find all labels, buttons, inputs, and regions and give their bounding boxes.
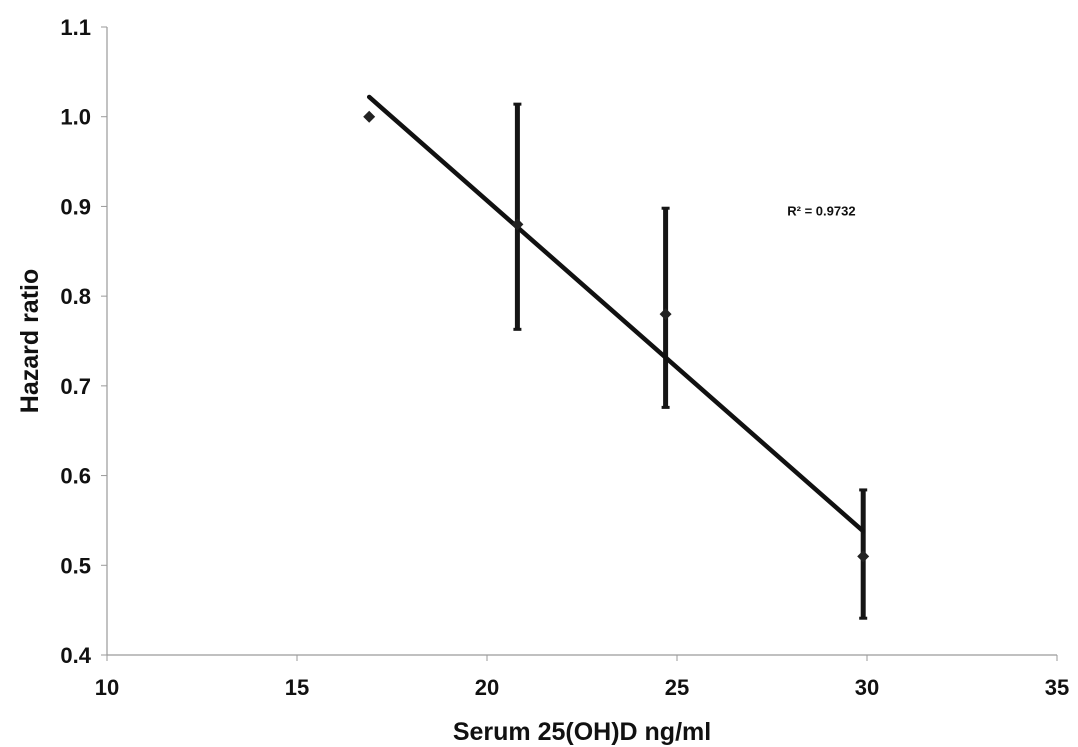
error-bars (513, 102, 868, 620)
x-tick-label: 25 (665, 675, 689, 700)
y-tick-label: 0.4 (60, 643, 91, 668)
x-tick-label: 35 (1045, 675, 1069, 700)
x-tick-label: 30 (855, 675, 879, 700)
y-tick-label: 0.9 (60, 194, 91, 219)
y-tick-label: 1.0 (60, 105, 91, 130)
axes-group (101, 26, 1058, 661)
data-point (857, 550, 870, 563)
x-tick-label: 20 (475, 675, 499, 700)
x-tick-label: 15 (285, 675, 309, 700)
y-tick-label: 0.6 (60, 464, 91, 489)
y-tick-label: 0.7 (60, 374, 91, 399)
y-axis-title: Hazard ratio (16, 269, 44, 413)
x-tick-label: 10 (95, 675, 119, 700)
annotations-group: R² = 0.9732 (787, 203, 855, 218)
trendline-group (366, 94, 866, 534)
y-tick-labels: 0.4 0.5 0.6 0.7 0.8 0.9 1.0 1.1 (60, 15, 91, 668)
y-tick-label: 1.1 (60, 15, 91, 40)
data-point (511, 218, 524, 231)
data-point (659, 308, 672, 321)
x-axis-title: Serum 25(OH)D ng/ml (453, 718, 711, 746)
y-tick-label: 0.8 (60, 284, 91, 309)
data-point (363, 110, 376, 123)
data-points (363, 110, 870, 563)
r-squared-annotation: R² = 0.9732 (787, 203, 855, 218)
y-tick-label: 0.5 (60, 553, 91, 578)
x-tick-labels: 10 15 20 25 30 35 (95, 675, 1069, 700)
trendline (366, 94, 866, 534)
